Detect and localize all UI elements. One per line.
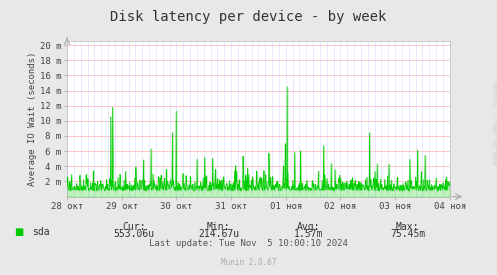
Text: Avg:: Avg: [296, 222, 320, 232]
Text: Disk latency per device - by week: Disk latency per device - by week [110, 10, 387, 24]
Text: 214.67u: 214.67u [198, 229, 239, 239]
Text: 1.57m: 1.57m [293, 229, 323, 239]
Text: sda: sda [32, 227, 50, 237]
Text: ■: ■ [14, 227, 23, 237]
Text: RRDTOOL / TOBI OETIKER: RRDTOOL / TOBI OETIKER [491, 82, 496, 165]
Text: Cur:: Cur: [122, 222, 146, 232]
Text: Max:: Max: [396, 222, 419, 232]
Text: Munin 2.0.67: Munin 2.0.67 [221, 258, 276, 267]
Text: Min:: Min: [207, 222, 231, 232]
Text: 75.45m: 75.45m [390, 229, 425, 239]
Y-axis label: Average IO Wait (seconds): Average IO Wait (seconds) [28, 52, 37, 186]
Text: Last update: Tue Nov  5 10:00:10 2024: Last update: Tue Nov 5 10:00:10 2024 [149, 239, 348, 248]
Text: 553.06u: 553.06u [114, 229, 155, 239]
